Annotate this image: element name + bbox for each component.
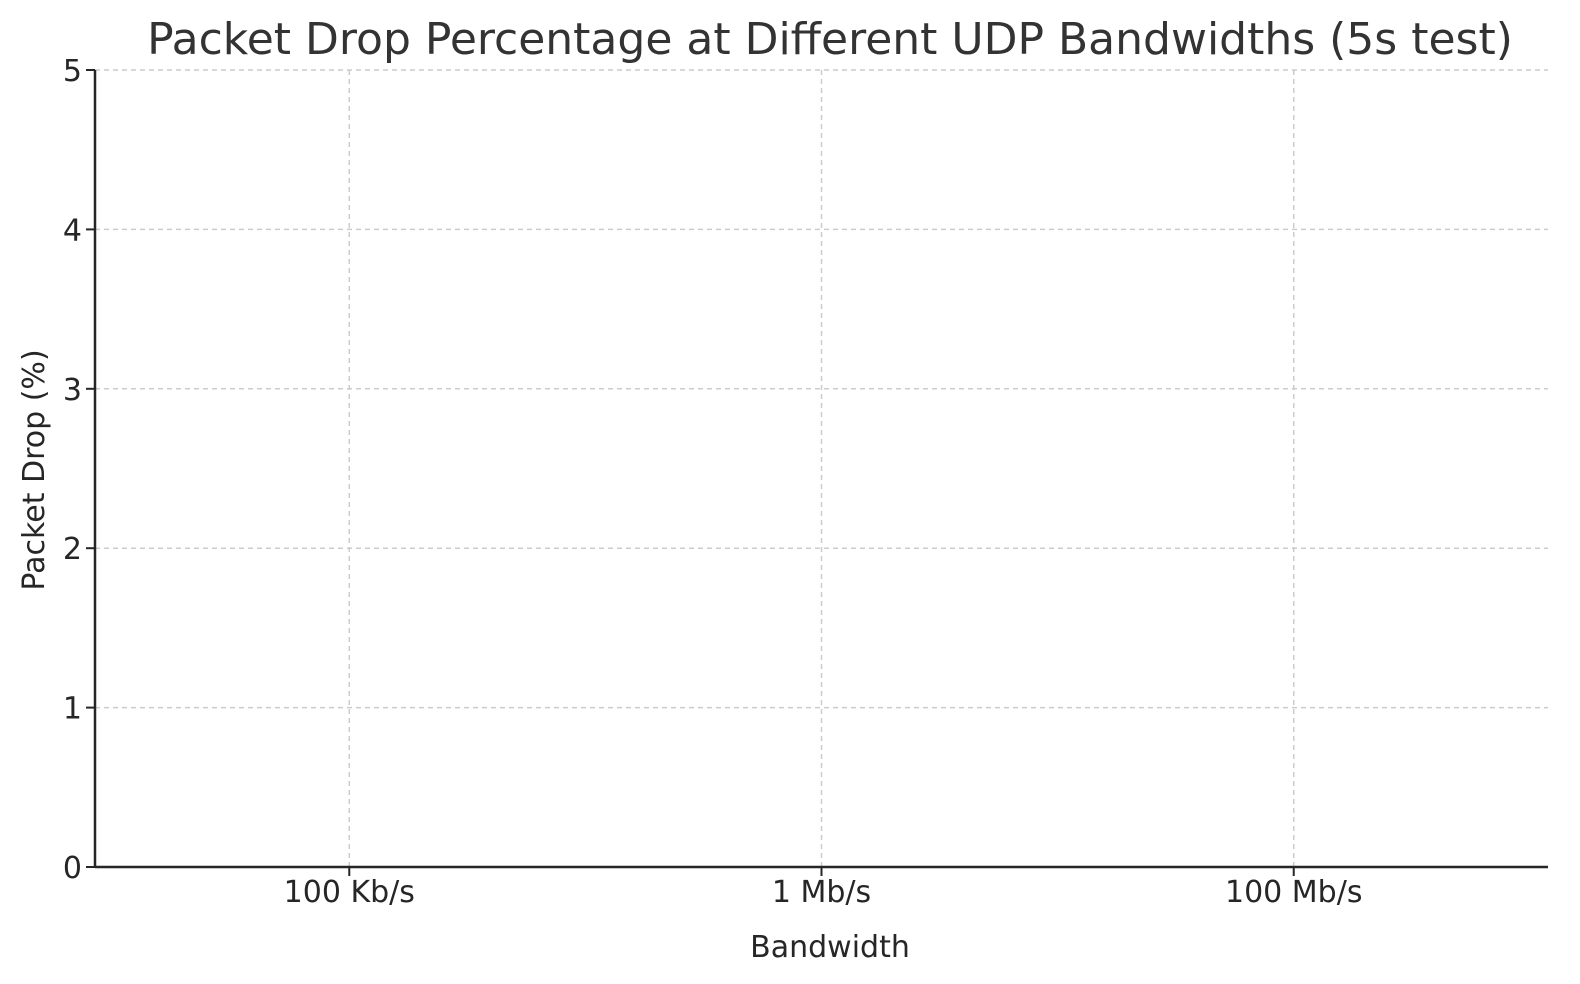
y-tick-label: 0 (63, 851, 82, 886)
x-tick-label: 100 Mb/s (1225, 875, 1362, 910)
x-axis-label: Bandwidth (750, 930, 910, 965)
axes (86, 69, 1548, 876)
y-tick-label: 5 (63, 54, 82, 89)
chart-title: Packet Drop Percentage at Different UDP … (147, 14, 1513, 65)
y-tick-labels: 0 1 2 3 4 5 (63, 54, 82, 886)
y-tick-label: 2 (63, 532, 82, 567)
x-tick-label: 100 Kb/s (284, 875, 415, 910)
grid-lines (95, 69, 1548, 867)
y-tick-label: 3 (63, 373, 82, 408)
y-tick-label: 1 (63, 692, 82, 727)
x-tick-label: 1 Mb/s (772, 875, 871, 910)
y-tick-label: 4 (63, 213, 82, 248)
x-tick-labels: 100 Kb/s 1 Mb/s 100 Mb/s (284, 875, 1363, 910)
y-axis-label: Packet Drop (%) (17, 349, 52, 590)
